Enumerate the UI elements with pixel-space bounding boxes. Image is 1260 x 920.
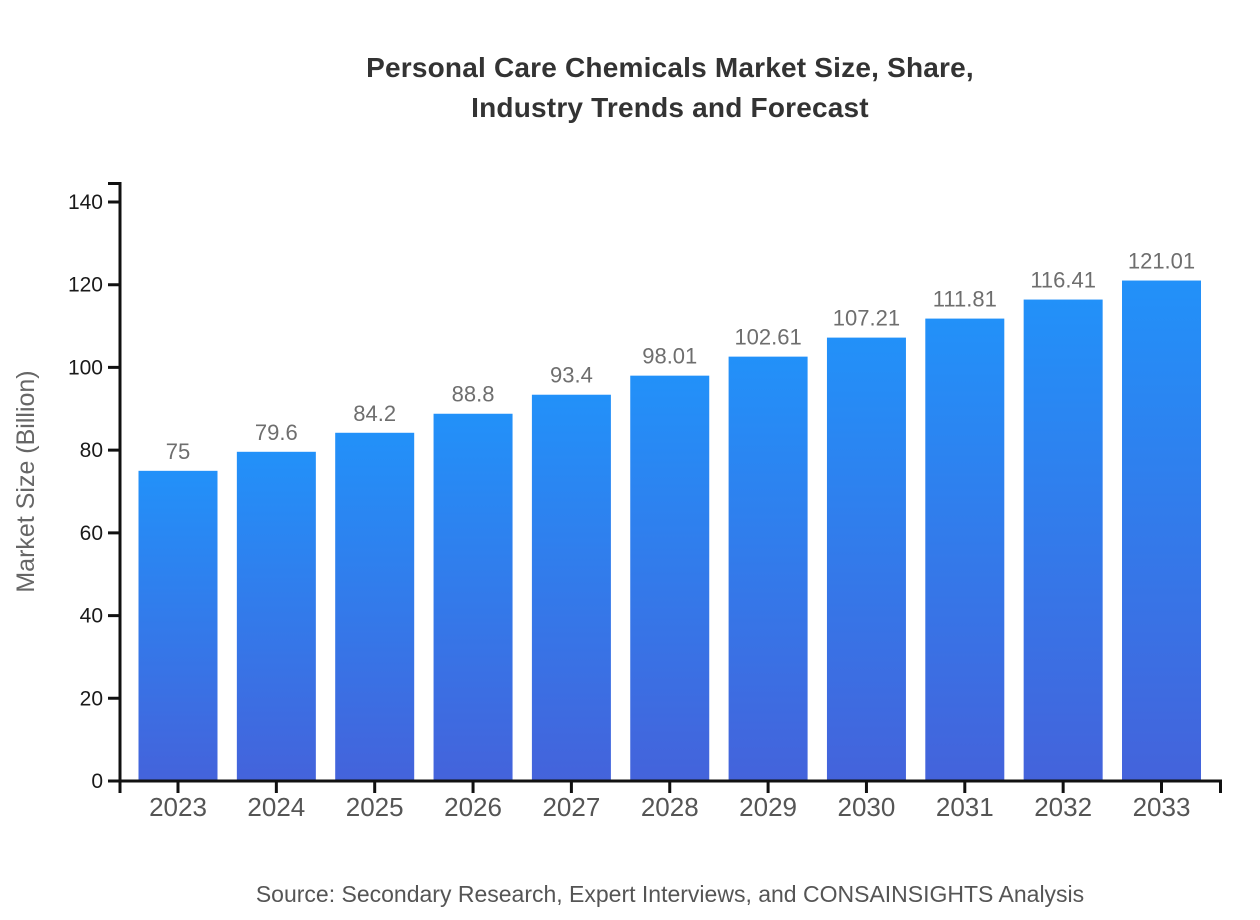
bar-value-label: 111.81 bbox=[933, 287, 997, 312]
bar-value-label: 75 bbox=[166, 439, 190, 464]
x-tick-label: 2031 bbox=[936, 792, 994, 822]
bar-value-label: 88.8 bbox=[452, 382, 495, 407]
bar-value-label: 107.21 bbox=[833, 306, 900, 331]
bar-2030 bbox=[826, 337, 906, 781]
bar-2031 bbox=[925, 318, 1005, 781]
y-tick-label: 40 bbox=[80, 605, 103, 628]
x-tick-label: 2033 bbox=[1133, 792, 1191, 822]
bar-value-label: 98.01 bbox=[642, 344, 697, 369]
x-tick-label: 2025 bbox=[346, 792, 404, 822]
bar-2027 bbox=[531, 394, 611, 781]
x-tick-label: 2030 bbox=[838, 792, 896, 822]
x-tick-label: 2028 bbox=[641, 792, 699, 822]
bar-2026 bbox=[433, 413, 513, 781]
y-tick-label: 80 bbox=[80, 439, 103, 462]
bar-value-label: 116.41 bbox=[1030, 268, 1096, 293]
bar-value-label: 102.61 bbox=[734, 325, 801, 350]
x-tick-label: 2032 bbox=[1034, 792, 1092, 822]
bar-2033 bbox=[1122, 280, 1201, 781]
y-tick-label: 120 bbox=[68, 274, 103, 297]
bar-value-label: 121.01 bbox=[1128, 249, 1195, 274]
bar-2025 bbox=[335, 432, 415, 781]
source-note: Source: Secondary Research, Expert Inter… bbox=[255, 881, 1085, 907]
y-tick-label: 0 bbox=[91, 770, 103, 793]
x-tick-label: 2029 bbox=[739, 792, 797, 822]
x-tick-label: 2027 bbox=[542, 792, 600, 822]
y-tick-label: 60 bbox=[80, 522, 103, 545]
bar-2028 bbox=[630, 375, 710, 781]
bar-2023 bbox=[138, 470, 218, 781]
bar-2029 bbox=[728, 356, 808, 781]
x-tick-label: 2023 bbox=[149, 792, 207, 822]
axes bbox=[108, 182, 1222, 793]
x-tick-label: 2024 bbox=[247, 792, 305, 822]
bar-2024 bbox=[236, 451, 316, 781]
chart-title: Personal Care Chemicals Market Size, Sha… bbox=[366, 52, 974, 123]
bar-value-label: 84.2 bbox=[353, 401, 396, 426]
bar-2032 bbox=[1023, 299, 1103, 781]
bar-value-label: 79.6 bbox=[255, 420, 298, 445]
bar-value-label: 93.4 bbox=[550, 363, 593, 388]
y-tick-label: 20 bbox=[80, 687, 103, 710]
y-tick-label: 140 bbox=[68, 191, 103, 214]
x-tick-label: 2026 bbox=[444, 792, 502, 822]
y-axis-title: Market Size (Billion) bbox=[12, 370, 40, 592]
y-tick-label: 100 bbox=[68, 356, 103, 379]
